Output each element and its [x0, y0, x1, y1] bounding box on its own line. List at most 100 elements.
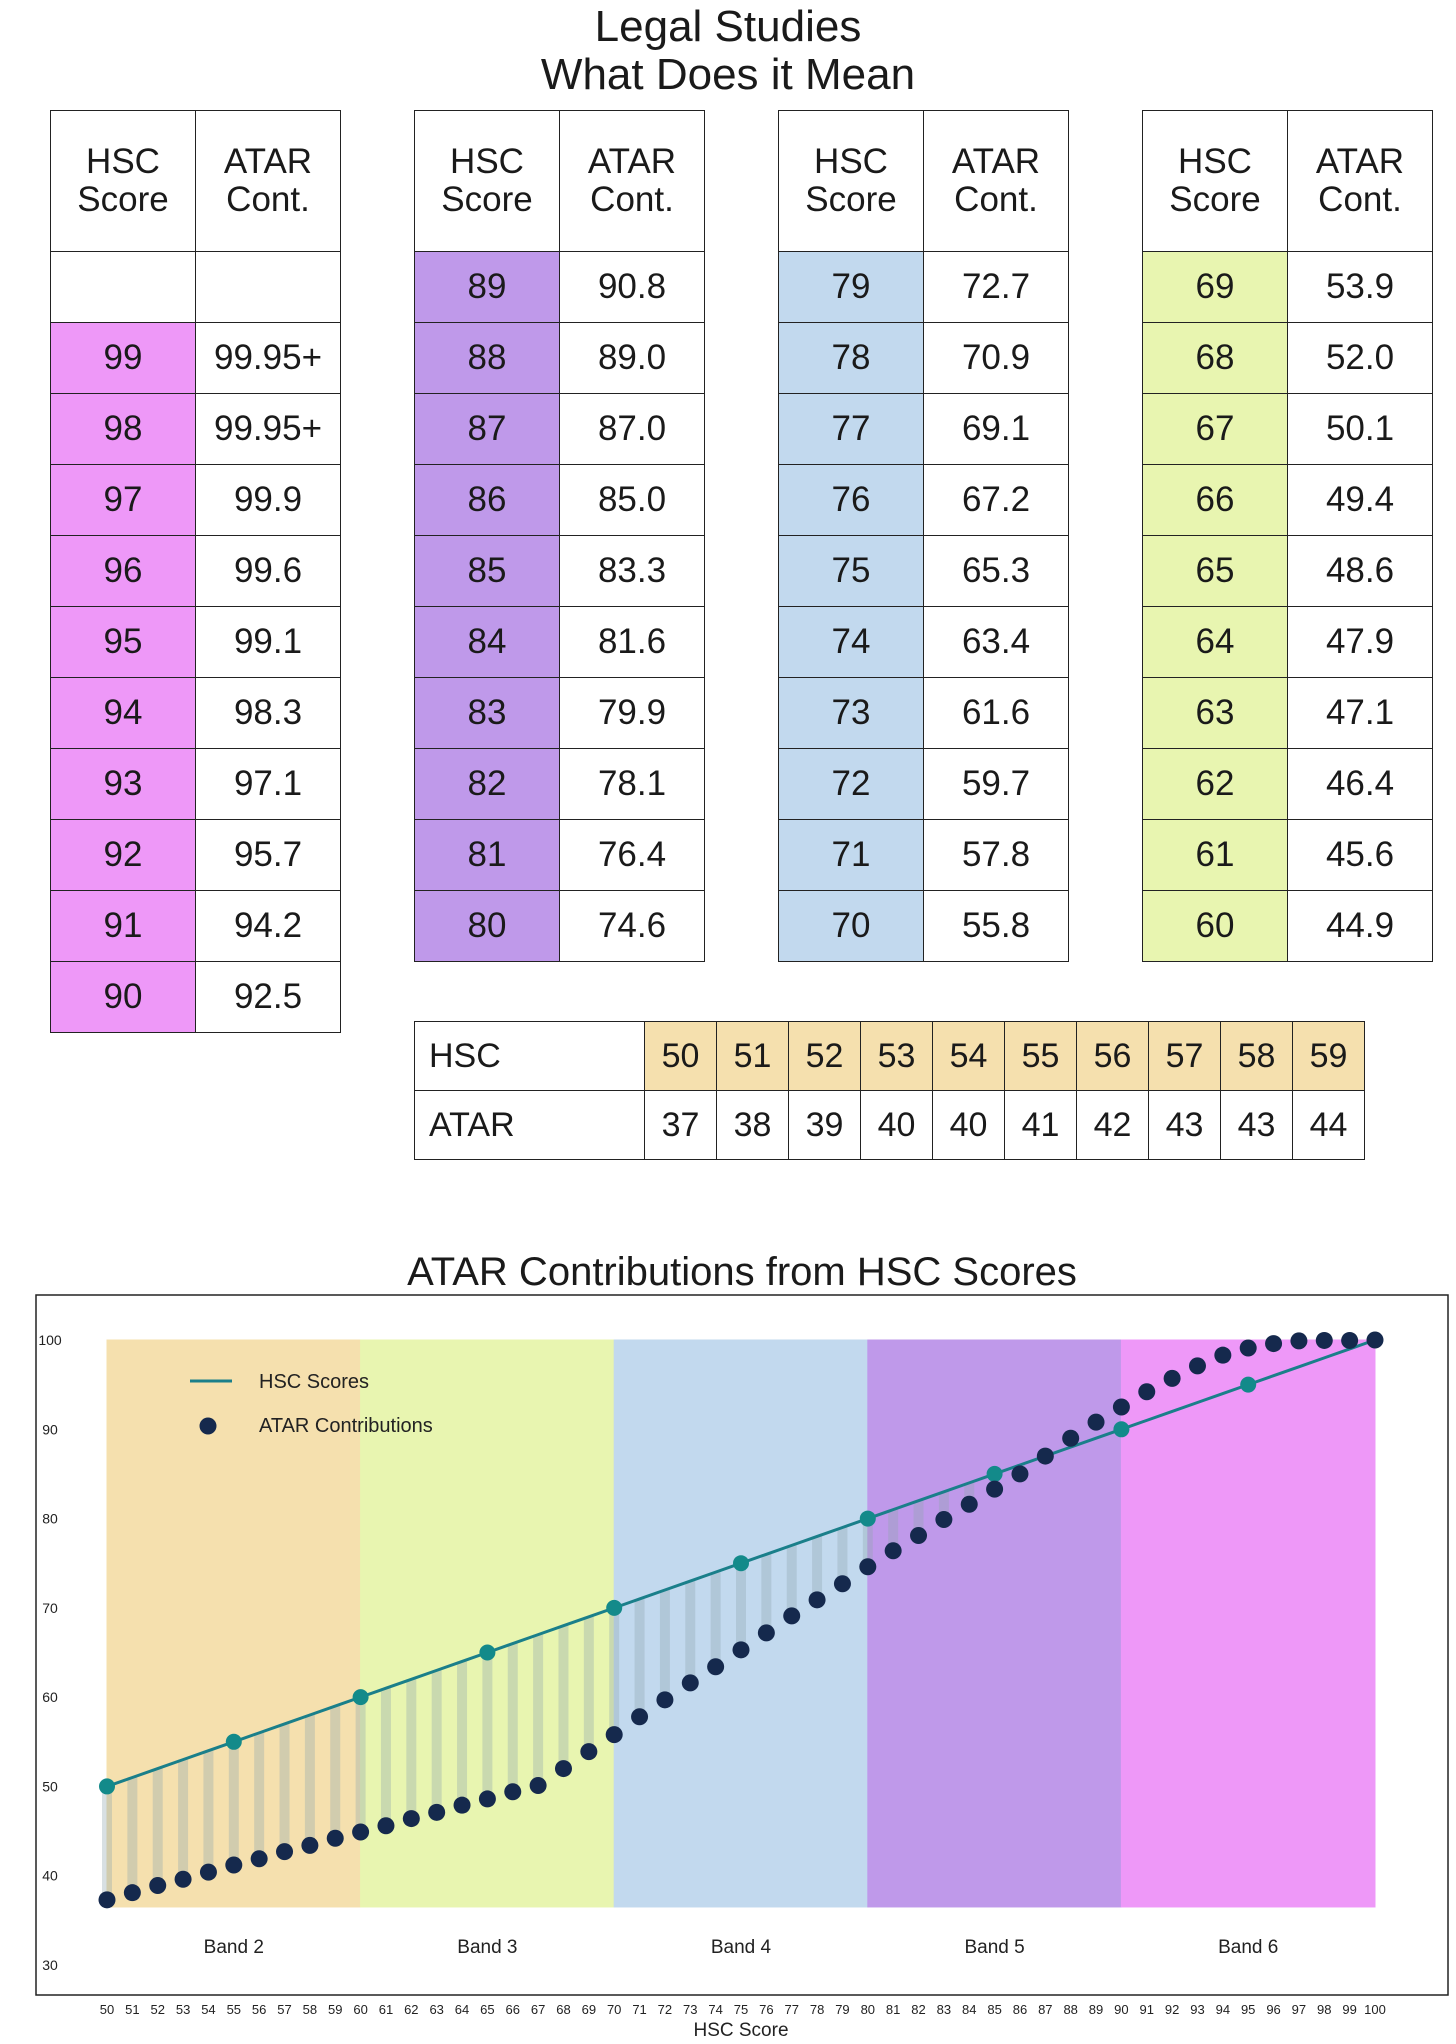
- hsc-score-marker: [733, 1555, 749, 1572]
- x-tick-label: 98: [1317, 2002, 1331, 2017]
- x-tick-label: 71: [632, 2002, 646, 2017]
- x-tick-label: 95: [1241, 2002, 1255, 2017]
- atar-contribution-point: [1138, 1383, 1156, 1401]
- hsc-score-cell: 62: [1142, 748, 1288, 820]
- atar-contribution-point: [1062, 1429, 1080, 1447]
- hsc-score-cell: 98: [50, 393, 196, 465]
- x-tick-label: 100: [1364, 2002, 1386, 2017]
- atar-value-cell: 42: [1076, 1090, 1149, 1160]
- atar-cont-cell: 69.1: [923, 393, 1069, 465]
- gap-bar: [710, 1572, 721, 1667]
- x-tick-label: 65: [480, 2002, 494, 2017]
- row-label-hsc: HSC: [414, 1021, 645, 1091]
- x-axis-label: HSC Score: [693, 2020, 788, 2041]
- hsc-score-cell: 89: [414, 251, 560, 323]
- y-tick-label: 90: [42, 1421, 58, 1437]
- band-label: Band 6: [1218, 1937, 1278, 1958]
- atar-cont-cell: 83.3: [559, 535, 705, 607]
- atar-value-cell: 39: [788, 1090, 861, 1160]
- hsc-score-cell: 65: [1142, 535, 1288, 607]
- atar-cont-cell: 94.2: [195, 890, 341, 962]
- atar-contribution-point: [783, 1607, 801, 1625]
- legend-hsc-label: HSC Scores: [259, 1371, 369, 1393]
- y-tick-label: 50: [42, 1778, 58, 1794]
- atar-cont-cell: 44.9: [1287, 890, 1433, 962]
- atar-contribution-point: [1366, 1331, 1384, 1349]
- score-table-2: HSC Score ATAR Cont. 89 90.8 88 89.0 87 87.0 86 85.…: [414, 110, 705, 962]
- hsc-score-cell: 60: [1142, 890, 1288, 962]
- gap-bar: [102, 1786, 112, 1900]
- hsc-value-cell: 57: [1148, 1021, 1221, 1091]
- band-band-2: [106, 1339, 362, 1908]
- table-row: 64 47.9: [1142, 606, 1433, 678]
- table-row: 87 87.0: [414, 393, 705, 465]
- atar-contribution-point: [1188, 1357, 1206, 1375]
- atar-contribution-point: [1163, 1369, 1181, 1387]
- atar-cont-cell: 95.7: [195, 819, 341, 891]
- table-row: 92 95.7: [50, 819, 341, 891]
- gap-bar: [736, 1563, 746, 1650]
- gap-bar: [178, 1759, 189, 1880]
- atar-contribution-point: [478, 1790, 496, 1808]
- atar-cont-cell: 52.0: [1287, 322, 1433, 394]
- gap-bar: [254, 1732, 265, 1859]
- hsc-score-cell: 75: [778, 535, 924, 607]
- x-tick-label: 63: [429, 2002, 443, 2017]
- hsc-score-marker: [352, 1689, 369, 1706]
- atar-cont-cell: 85.0: [559, 464, 705, 536]
- hsc-score-cell: 93: [50, 748, 196, 820]
- gap-bar: [330, 1706, 341, 1839]
- x-tick-label: 56: [252, 2002, 266, 2017]
- atar-cont-cell: 50.1: [1287, 393, 1433, 465]
- chart-title: ATAR Contributions from HSC Scores: [407, 1250, 1077, 1294]
- hsc-value-cell: 51: [716, 1021, 789, 1091]
- table-row: 83 79.9: [414, 677, 705, 749]
- atar-contribution-point: [554, 1760, 572, 1778]
- low-table-row-hsc: HSC 50 51 52 53 54 55 56 57 58 59: [414, 1021, 1365, 1091]
- header-hsc-score: HSC Score: [1142, 110, 1288, 252]
- atar-contribution-point: [1214, 1346, 1232, 1364]
- atar-cont-cell: 53.9: [1287, 251, 1433, 323]
- hsc-score-cell: 81: [414, 819, 560, 891]
- hsc-score-cell: 92: [50, 819, 196, 891]
- hsc-score-marker: [479, 1644, 496, 1661]
- gap-bar: [507, 1643, 518, 1792]
- y-tick-label: 100: [38, 1332, 62, 1348]
- gap-bar: [558, 1625, 569, 1769]
- gap-bar: [127, 1777, 138, 1893]
- hsc-score-cell: 85: [414, 535, 560, 607]
- atar-value-cell: 43: [1148, 1090, 1221, 1160]
- atar-value-cell: 40: [860, 1090, 933, 1160]
- table-row: 63 47.1: [1142, 677, 1433, 749]
- table-row: 91 94.2: [50, 890, 341, 962]
- atar-contribution-point: [453, 1796, 471, 1814]
- x-tick-label: 73: [683, 2002, 697, 2017]
- atar-value-cell: 37: [644, 1090, 717, 1160]
- atar-contribution-point: [681, 1674, 699, 1692]
- band-band-6: [1120, 1339, 1376, 1908]
- atar-cont-cell: 46.4: [1287, 748, 1433, 820]
- x-tick-label: 53: [176, 2002, 190, 2017]
- header-hsc-score: HSC Score: [414, 110, 560, 252]
- atar-contribution-point: [98, 1891, 116, 1909]
- table-row: 79 72.7: [778, 251, 1069, 323]
- atar-contribution-point: [1341, 1331, 1359, 1349]
- table-row: 62 46.4: [1142, 748, 1433, 820]
- y-tick-label: 80: [42, 1511, 58, 1527]
- atar-cont-cell: 99.1: [195, 606, 341, 678]
- table-row: 95 99.1: [50, 606, 341, 678]
- y-tick-label: 30: [42, 1957, 58, 1973]
- hsc-score-marker: [859, 1510, 876, 1527]
- gap-bar: [482, 1652, 493, 1799]
- hsc-score-marker: [99, 1778, 115, 1795]
- atar-cont-cell: 98.3: [195, 677, 341, 749]
- hsc-value-cell: 55: [1004, 1021, 1077, 1091]
- table-row: 81 76.4: [414, 819, 705, 891]
- table-row: 72 59.7: [778, 748, 1069, 820]
- gap-bar: [609, 1607, 620, 1735]
- hsc-score-cell: 70: [778, 890, 924, 962]
- x-tick-label: 86: [1013, 2002, 1027, 2017]
- atar-contribution-point: [199, 1863, 217, 1881]
- atar-contribution-point: [859, 1558, 877, 1576]
